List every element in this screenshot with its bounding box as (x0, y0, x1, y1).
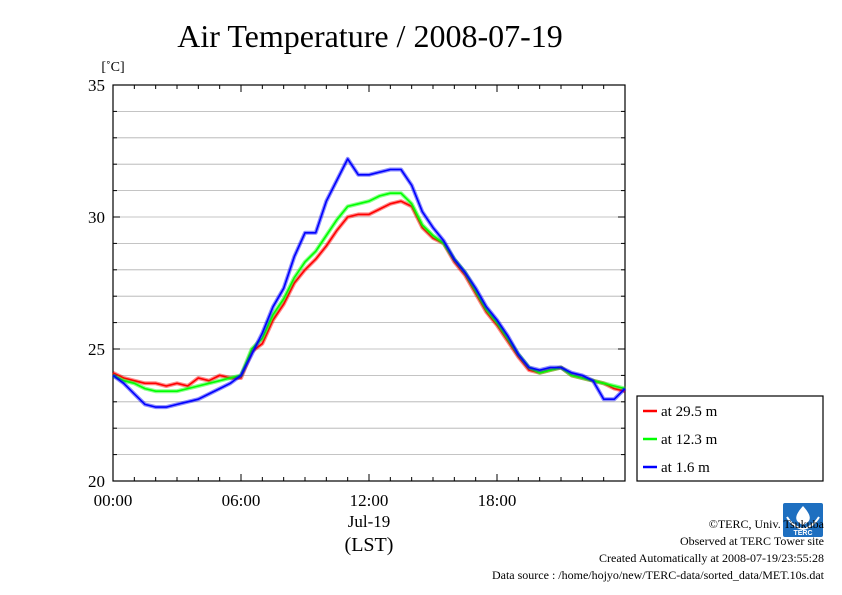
x-tick-label: 12:00 (350, 491, 389, 510)
legend-label: at 1.6 m (661, 460, 710, 476)
x-tick-label: 00:00 (94, 491, 133, 510)
y-tick-label: 25 (88, 340, 105, 359)
footer-copyright: ©TERC, Univ. Tsukuba (708, 517, 824, 531)
y-axis-unit: [˚C] (101, 60, 124, 75)
legend-label: at 29.5 m (661, 404, 718, 420)
legend: at 29.5 m at 12.3 m at 1.6 m (636, 395, 824, 482)
x-axis-label: (LST) (345, 534, 394, 556)
data-series (111, 156, 627, 410)
axis-ticks (112, 84, 626, 482)
logo-text: TERC (793, 530, 812, 537)
x-tick-label: 06:00 (222, 491, 261, 510)
grid-lines (113, 111, 625, 456)
footer-observed: Observed at TERC Tower site (679, 534, 824, 548)
series-halo (112, 191, 626, 394)
footer-created: Created Automatically at 2008-07-19/23:5… (599, 551, 824, 565)
x-tick-label: 18:00 (478, 491, 517, 510)
date-label: Jul-19 (348, 512, 391, 531)
terc-logo: TERC (783, 503, 823, 537)
footer-source: Data source : /home/hojyo/new/TERC-data/… (491, 568, 824, 582)
series-line-2 (112, 192, 626, 393)
series-halo (111, 156, 627, 410)
y-tick-label: 20 (88, 472, 105, 491)
series-line-3 (112, 158, 626, 408)
legend-label: at 12.3 m (661, 432, 718, 448)
y-tick-labels: 20 25 30 35 (88, 76, 105, 491)
legend-box (636, 395, 824, 482)
y-tick-label: 30 (88, 208, 105, 227)
y-tick-label: 35 (88, 76, 105, 95)
x-tick-labels: 00:00 06:00 12:00 18:00 (94, 491, 517, 510)
plot-frame (112, 84, 626, 482)
chart-title: Air Temperature / 2008-07-19 (177, 18, 563, 54)
